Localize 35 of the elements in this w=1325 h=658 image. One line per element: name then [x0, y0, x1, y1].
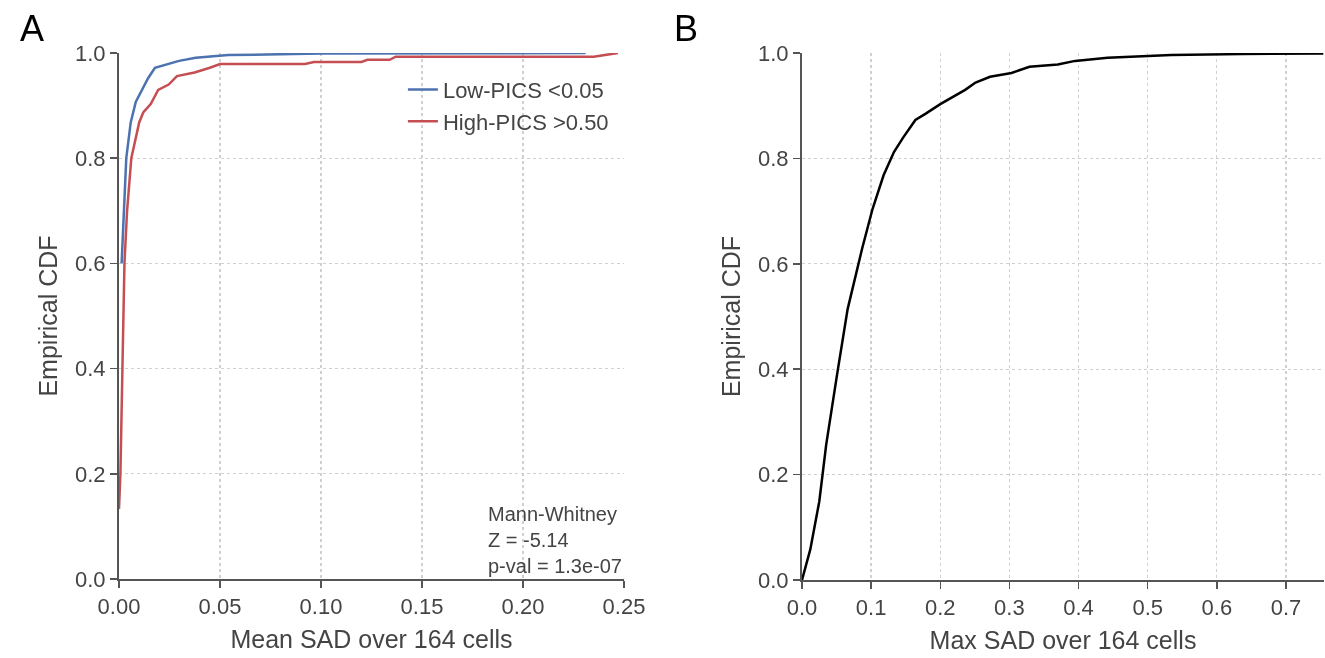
x-tick-label: 0.7 [1270, 595, 1302, 621]
annotation: Mann-Whitney Z = -5.14 p-val = 1.3e-07 [488, 503, 622, 577]
x-tick-label: 0.05 [198, 594, 242, 620]
x-tick-label: 0.5 [1132, 595, 1163, 621]
x-tick-label: 0.6 [1201, 595, 1233, 621]
x-tick-label: 0.25 [602, 594, 646, 620]
x-tick-label: 0.00 [97, 594, 141, 620]
y-tick-label: 0.8 [75, 145, 106, 171]
x-tick-label: 0.1 [855, 595, 887, 621]
legend-label: Low-PICS <0.05 [442, 78, 604, 104]
y-tick-label: 0.6 [75, 251, 106, 277]
y-tick-label: 0.2 [758, 462, 789, 488]
x-axis-title: Mean SAD over 164 cells [230, 624, 513, 653]
x-tick-label: 0.15 [400, 594, 444, 620]
x-tick-label: 0.20 [501, 594, 545, 620]
y-tick-label: 1.0 [758, 40, 789, 66]
y-axis-title: Empirical CDF [717, 235, 746, 398]
y-tick-label: 0.2 [75, 461, 106, 487]
text: A [20, 8, 45, 49]
y-tick-label: 0.4 [758, 356, 789, 382]
x-tick-label: 0.0 [786, 595, 818, 621]
y-tick-label: 0.0 [75, 566, 106, 592]
y-tick-label: 0.4 [75, 356, 106, 382]
y-tick-label: 0.0 [758, 567, 789, 593]
text: B [674, 8, 699, 49]
x-tick-label: 0.4 [1063, 595, 1094, 621]
y-tick-label: 0.8 [758, 146, 789, 172]
x-axis-title: Max SAD over 164 cells [929, 625, 1197, 654]
x-tick-label: 0.3 [994, 595, 1025, 621]
y-tick-label: 0.6 [758, 251, 789, 277]
x-tick-label: 0.10 [299, 594, 343, 620]
y-axis-title: Empirical CDF [34, 235, 63, 397]
x-tick-label: 0.2 [924, 595, 956, 621]
legend-label: High-PICS >0.50 [442, 109, 609, 135]
y-tick-label: 1.0 [75, 40, 106, 66]
